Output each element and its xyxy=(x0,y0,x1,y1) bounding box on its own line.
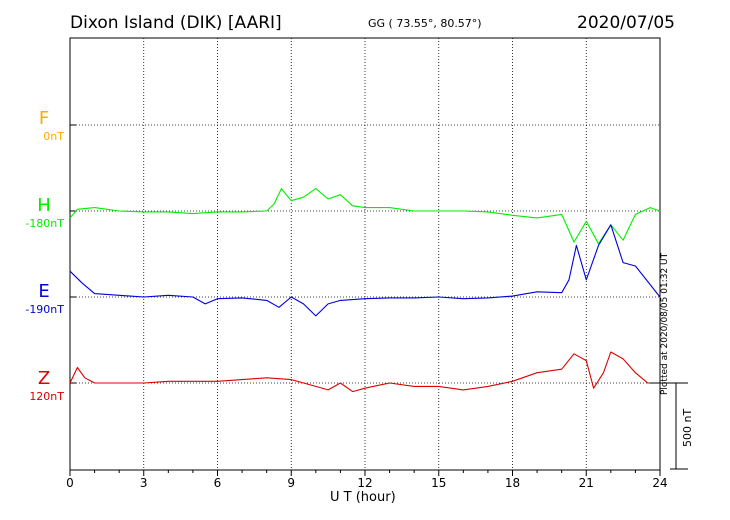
x-tick-label: 0 xyxy=(66,476,74,490)
x-tick-label: 3 xyxy=(140,476,148,490)
series-baseline-h: -180nT xyxy=(25,217,64,230)
series-baseline-f: 0nT xyxy=(43,130,64,143)
page-title: Dixon Island (DIK) [AARI] xyxy=(70,13,282,33)
x-tick-label: 18 xyxy=(505,476,520,490)
x-tick-label: 21 xyxy=(579,476,594,490)
plotted-timestamp: Plotted at 2020/08/05 01:32 UT xyxy=(660,252,670,395)
series-label-f: F xyxy=(39,108,49,129)
series-line-e xyxy=(69,224,661,317)
x-tick-label: 24 xyxy=(652,476,667,490)
series-label-e: E xyxy=(38,281,49,302)
series-label-z: Z xyxy=(38,368,50,389)
x-tick-label: 6 xyxy=(214,476,222,490)
scale-bar-label: 500 nT xyxy=(681,408,694,447)
series-baseline-z: 120nT xyxy=(29,390,64,403)
station-coordinates: GG ( 73.55°, 80.57°) xyxy=(368,17,482,30)
x-axis-label: U T (hour) xyxy=(330,490,396,505)
x-tick-label: 15 xyxy=(431,476,446,490)
series-label-h: H xyxy=(37,195,51,216)
x-tick-label: 9 xyxy=(287,476,295,490)
series-baseline-e: -190nT xyxy=(25,303,64,316)
x-tick-label: 12 xyxy=(357,476,372,490)
plot-date: 2020/07/05 xyxy=(577,13,675,33)
series-line-h xyxy=(69,188,661,245)
series-line-z xyxy=(69,351,660,393)
